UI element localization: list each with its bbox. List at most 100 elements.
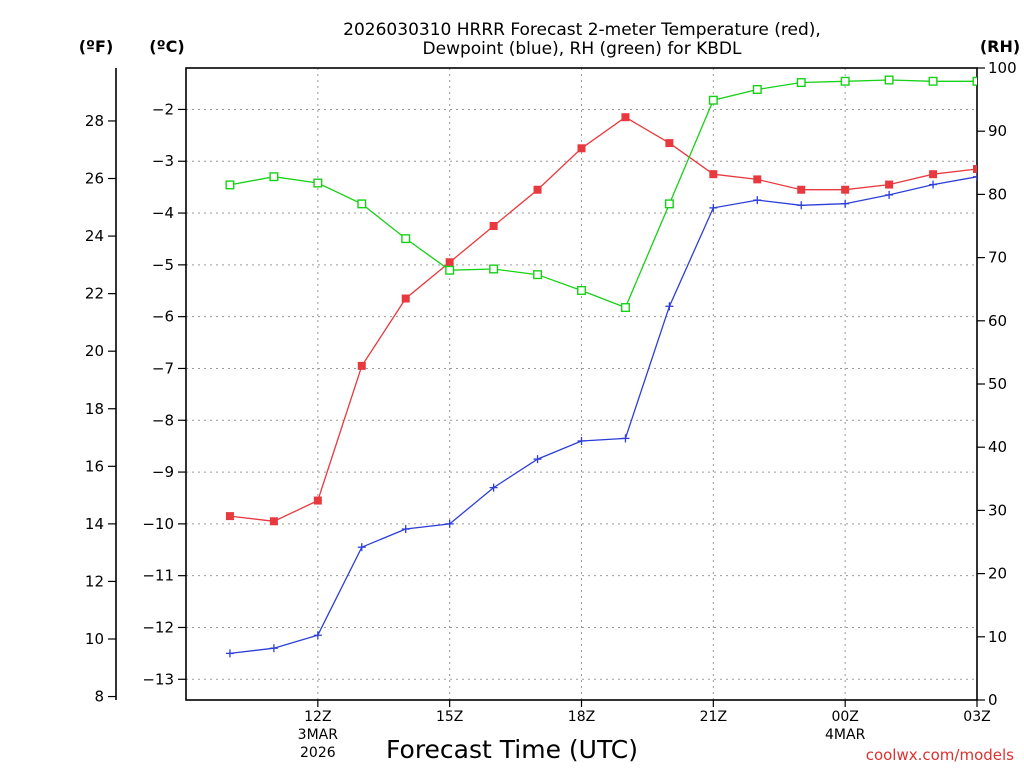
x-tick-label: 03Z	[963, 709, 990, 725]
fahrenheit-tick-label: 28	[85, 112, 104, 130]
dewpoint-point	[621, 434, 630, 443]
rh-tick-label: 90	[988, 122, 1007, 140]
temperature-point	[665, 139, 674, 148]
rh-point	[928, 76, 938, 86]
rh-tick-label: 70	[988, 249, 1007, 267]
rh-point	[884, 75, 894, 85]
celsius-tick-label: −3	[152, 152, 174, 170]
celsius-tick-label: −2	[152, 100, 174, 118]
rh-point	[620, 303, 630, 313]
x-tick-label: 4MAR	[825, 727, 866, 743]
rh-line	[229, 79, 977, 309]
rh-tick-label: 40	[988, 438, 1007, 456]
chart-title-line-1: 2026030310 HRRR Forecast 2-meter Tempera…	[343, 20, 821, 40]
rh-point	[225, 180, 235, 190]
x-axis-label: Forecast Time (UTC)	[386, 735, 638, 764]
temperature-point	[841, 185, 850, 194]
temperature-point	[885, 180, 894, 189]
celsius-tick-label: −8	[152, 411, 174, 429]
temperature-point	[929, 170, 938, 179]
rh-point	[357, 199, 367, 209]
temperature-point	[357, 361, 366, 370]
rh-tick-label: 60	[988, 312, 1007, 330]
rh-tick-label: 10	[988, 628, 1007, 646]
temperature-point	[313, 496, 322, 505]
rh-series	[225, 75, 1024, 313]
fahrenheit-tick-label: 22	[85, 285, 104, 303]
rh-tick-label: 20	[988, 565, 1007, 583]
credit-link[interactable]: coolwx.com/models	[866, 746, 1014, 764]
fahrenheit-tick-label: 26	[85, 170, 104, 188]
dewpoint-point	[1017, 162, 1024, 170]
chart-title-line-2: Dewpoint (blue), RH (green) for KBDL	[423, 39, 742, 59]
temperature-point	[225, 512, 234, 521]
rh-point	[1017, 75, 1024, 83]
temperature-point	[489, 222, 498, 230]
temperature-point	[709, 170, 718, 179]
rh-tick-label: 100	[988, 59, 1017, 77]
dewpoint-point	[313, 631, 322, 640]
celsius-tick-label: −6	[152, 308, 174, 326]
celsius-tick-label: −12	[142, 618, 174, 636]
temperature-point	[973, 165, 977, 174]
temperature-point	[401, 294, 410, 303]
rh-point	[664, 199, 674, 209]
rh-point	[445, 265, 455, 275]
dewpoint-point	[753, 196, 762, 205]
celsius-tick-label: −9	[152, 463, 174, 481]
rh-point	[313, 178, 323, 188]
dewpoint-point	[357, 543, 366, 552]
rh-point	[708, 95, 718, 105]
dewpoint-point	[401, 525, 410, 534]
fahrenheit-tick-label: 20	[85, 342, 104, 360]
dewpoint-point	[929, 180, 938, 189]
x-tick-label: 00Z	[831, 709, 858, 725]
temperature-series	[225, 113, 1024, 526]
x-tick-label: 21Z	[700, 709, 727, 725]
fahrenheit-tick-label: 18	[85, 400, 104, 418]
fahrenheit-unit-label: (ºF)	[79, 37, 114, 56]
celsius-unit-label: (ºC)	[149, 37, 184, 56]
rh-point	[401, 234, 411, 244]
dewpoint-line	[229, 176, 977, 655]
fahrenheit-tick-label: 8	[94, 688, 104, 706]
temperature-point	[1017, 155, 1024, 163]
dewpoint-point	[885, 190, 894, 199]
dewpoint-point	[841, 199, 850, 208]
dewpoint-point	[665, 302, 674, 311]
celsius-tick-label: −5	[152, 256, 174, 274]
dewpoint-point	[709, 203, 718, 212]
rh-tick-label: 50	[988, 375, 1007, 393]
rh-point	[489, 264, 499, 274]
fahrenheit-tick-label: 12	[85, 572, 104, 590]
rh-point	[752, 84, 762, 94]
plot-frame	[185, 67, 978, 701]
dewpoint-point	[225, 649, 234, 658]
rh-tick-label: 30	[988, 501, 1007, 519]
rh-point	[796, 78, 806, 88]
celsius-tick-label: −13	[142, 670, 174, 688]
rh-point	[533, 270, 543, 280]
x-tick-label: 18Z	[568, 709, 595, 725]
fahrenheit-tick-label: 24	[85, 227, 104, 245]
x-tick-label: 3MAR	[298, 727, 339, 743]
temperature-point	[621, 113, 630, 122]
dewpoint-point	[489, 483, 498, 492]
celsius-tick-label: −11	[142, 567, 174, 585]
dewpoint-point	[269, 644, 278, 653]
temperature-point	[445, 258, 454, 267]
dewpoint-point	[577, 436, 586, 445]
temperature-point	[797, 185, 806, 194]
celsius-tick-label: −10	[142, 515, 174, 533]
dewpoint-point	[445, 519, 454, 528]
rh-point	[269, 172, 279, 182]
rh-point	[577, 285, 587, 295]
rh-unit-label: (RH)	[980, 37, 1020, 56]
dewpoint-point	[973, 172, 977, 181]
data-series	[225, 75, 1024, 658]
celsius-tick-label: −7	[152, 359, 174, 377]
temperature-point	[577, 144, 586, 153]
dewpoint-series	[225, 162, 1024, 658]
rh-tick-label: 80	[988, 185, 1007, 203]
